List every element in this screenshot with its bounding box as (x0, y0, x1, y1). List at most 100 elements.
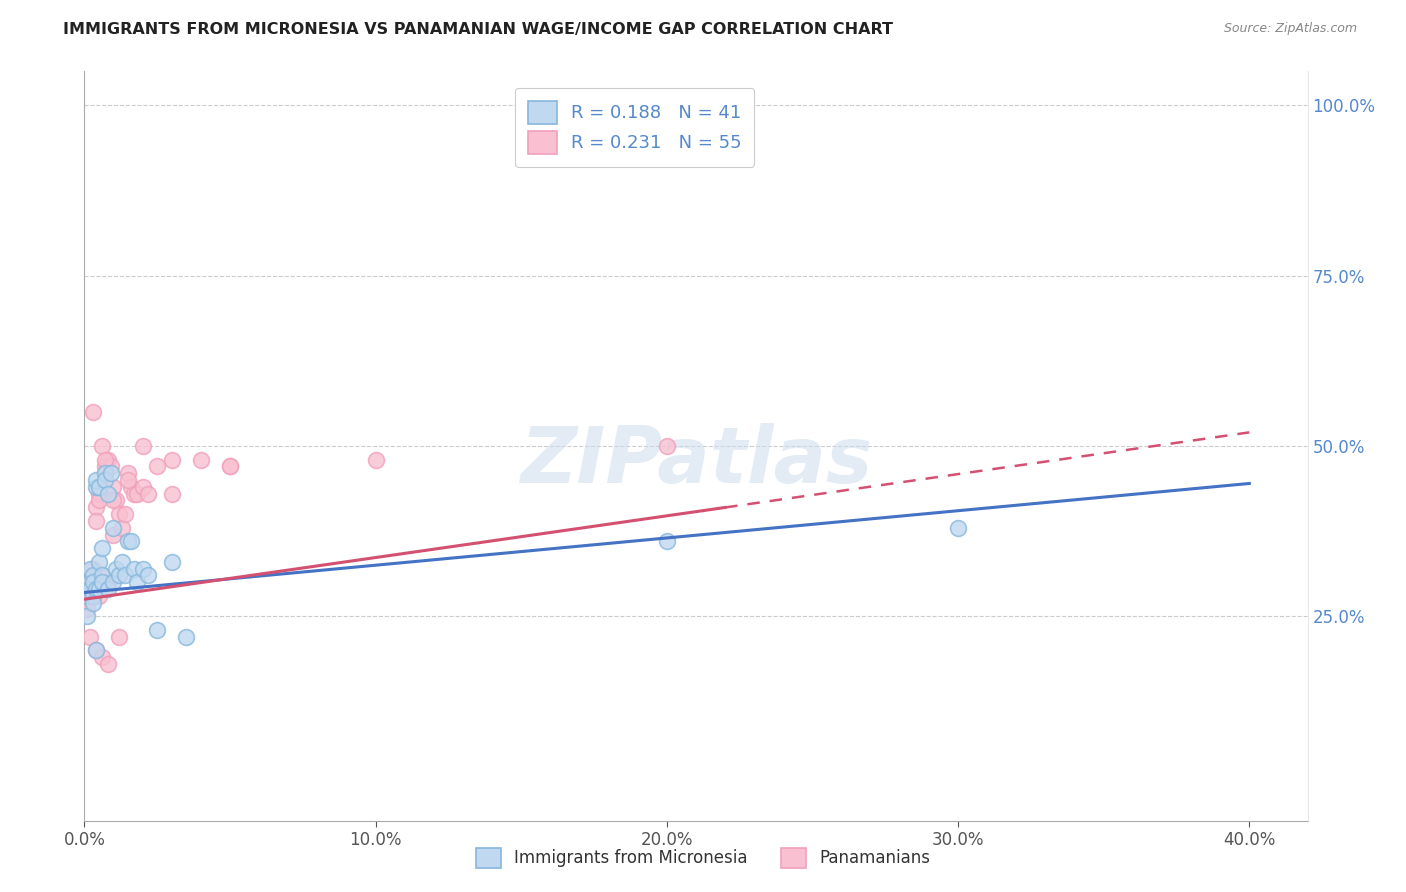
Point (655, 534, 678, 549)
Point (160, 452, 183, 467)
Point (87, 589, 110, 603)
Point (76, 602, 98, 616)
Text: Source: ZipAtlas.com: Source: ZipAtlas.com (1223, 22, 1357, 36)
Point (105, 561, 128, 575)
Point (84, 514, 107, 528)
Legend: Immigrants from Micronesia, Panamanians: Immigrants from Micronesia, Panamanians (470, 841, 936, 875)
Point (82, 596, 104, 610)
Point (82, 405, 104, 419)
Point (84, 582, 107, 596)
Point (117, 467, 139, 481)
Point (93, 452, 115, 467)
Legend: R = 0.188   N = 41, R = 0.231   N = 55: R = 0.188 N = 41, R = 0.231 N = 55 (515, 88, 755, 167)
Point (90, 575, 112, 590)
Point (90, 568, 112, 582)
Point (82, 575, 104, 590)
Point (93, 467, 115, 481)
Point (76, 609, 98, 624)
Point (82, 582, 104, 596)
Point (97, 657, 120, 671)
Point (103, 521, 125, 535)
Point (97, 486, 120, 500)
Point (160, 486, 183, 500)
Point (111, 521, 134, 535)
Point (79, 589, 101, 603)
Point (219, 459, 242, 474)
Point (114, 568, 136, 582)
Point (108, 507, 131, 521)
Point (100, 467, 122, 481)
Point (219, 459, 242, 474)
Point (79, 582, 101, 596)
Point (120, 534, 142, 549)
Point (87, 486, 110, 500)
Text: IMMIGRANTS FROM MICRONESIA VS PANAMANIAN WAGE/INCOME GAP CORRELATION CHART: IMMIGRANTS FROM MICRONESIA VS PANAMANIAN… (63, 22, 893, 37)
Point (84, 500, 107, 515)
Point (97, 582, 120, 596)
Point (97, 575, 120, 590)
Point (111, 555, 134, 569)
Point (114, 507, 136, 521)
Point (79, 582, 101, 596)
Point (125, 575, 148, 590)
Point (105, 493, 128, 508)
Point (138, 568, 160, 582)
Point (117, 534, 139, 549)
Point (122, 561, 145, 575)
Point (82, 561, 104, 575)
Point (90, 568, 112, 582)
Point (93, 467, 115, 481)
Point (76, 596, 98, 610)
Point (131, 439, 153, 453)
Point (87, 555, 110, 569)
Point (122, 486, 145, 500)
Point (138, 486, 160, 500)
Text: ZIPatlas: ZIPatlas (520, 423, 872, 499)
Point (97, 452, 120, 467)
Point (131, 480, 153, 494)
Point (190, 452, 212, 467)
Point (87, 493, 110, 508)
Point (100, 459, 122, 474)
Point (93, 473, 115, 487)
Point (655, 439, 678, 453)
Point (84, 582, 107, 596)
Point (946, 521, 969, 535)
Point (79, 630, 101, 644)
Point (103, 493, 125, 508)
Point (146, 459, 169, 474)
Point (82, 589, 104, 603)
Point (103, 575, 125, 590)
Point (125, 486, 148, 500)
Point (103, 527, 125, 541)
Point (131, 561, 153, 575)
Point (84, 643, 107, 657)
Point (82, 589, 104, 603)
Point (108, 630, 131, 644)
Point (84, 480, 107, 494)
Point (120, 480, 142, 494)
Point (76, 589, 98, 603)
Point (87, 480, 110, 494)
Point (93, 459, 115, 474)
Point (87, 480, 110, 494)
Point (84, 643, 107, 657)
Point (160, 555, 183, 569)
Point (174, 630, 197, 644)
Point (79, 575, 101, 590)
Point (93, 582, 115, 596)
Point (364, 452, 387, 467)
Point (90, 650, 112, 665)
Point (146, 623, 169, 637)
Point (79, 575, 101, 590)
Point (90, 541, 112, 556)
Point (108, 568, 131, 582)
Point (79, 561, 101, 575)
Point (103, 480, 125, 494)
Point (84, 473, 107, 487)
Point (82, 568, 104, 582)
Point (82, 575, 104, 590)
Point (87, 582, 110, 596)
Point (117, 473, 139, 487)
Point (90, 439, 112, 453)
